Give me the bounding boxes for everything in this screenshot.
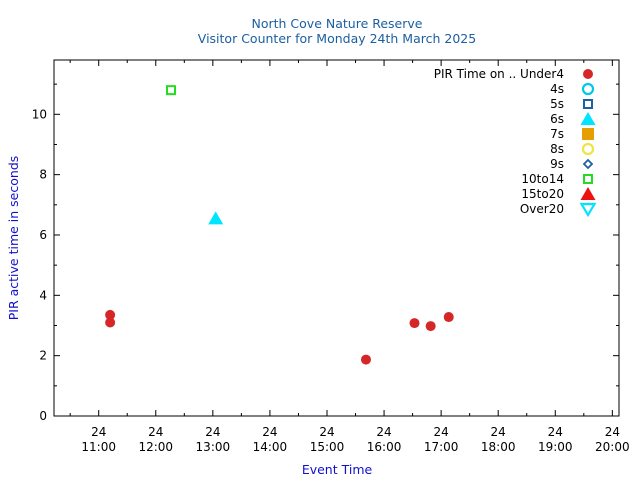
legend-marker (580, 112, 596, 125)
x-tick-day-label: 24 (605, 425, 620, 439)
legend-label: 5s (550, 97, 564, 111)
data-point (105, 317, 116, 328)
x-tick-day-label: 24 (491, 425, 506, 439)
legend-marker (580, 187, 596, 200)
data-point (425, 321, 436, 332)
y-tick-label: 2 (39, 349, 47, 363)
x-tick-time-label: 19:00 (538, 440, 573, 454)
x-tick-time-label: 16:00 (367, 440, 402, 454)
data-point (208, 211, 224, 225)
legend-label: 8s (550, 142, 564, 156)
legend-marker (581, 82, 595, 96)
y-tick-label: 6 (39, 228, 47, 242)
data-point (105, 309, 116, 320)
legend-label: Over20 (520, 202, 564, 216)
x-tick-day-label: 24 (205, 425, 220, 439)
x-tick-time-label: 14:00 (253, 440, 288, 454)
y-axis: 0 2 4 6 8 10 (32, 83, 619, 423)
data-point (360, 354, 371, 365)
y-tick-label: 0 (39, 409, 47, 423)
legend-marker (583, 174, 593, 184)
y-tick-label: 10 (32, 107, 47, 121)
x-tick-day-label: 24 (376, 425, 391, 439)
x-axis-label: Event Time (302, 462, 373, 477)
y-tick-label: 4 (39, 288, 47, 302)
x-tick-day-label: 24 (91, 425, 106, 439)
x-tick-time-label: 15:00 (310, 440, 345, 454)
legend-label: 10to14 (521, 172, 564, 186)
x-tick-day-label: 24 (262, 425, 277, 439)
legend-label: PIR Time on .. Under4 (434, 67, 564, 81)
legend-label: 4s (550, 82, 564, 96)
y-tick-label: 8 (39, 168, 47, 182)
chart-subtitle: Visitor Counter for Monday 24th March 20… (198, 31, 476, 46)
legend-marker (582, 158, 594, 170)
plot-area-border (53, 59, 620, 417)
legend-marker (582, 128, 594, 140)
legend-label: 15to20 (521, 187, 564, 201)
x-tick-time-label: 18:00 (481, 440, 516, 454)
legend-marker (583, 69, 593, 79)
y-axis-label: PIR active time in seconds (6, 156, 21, 321)
legend: PIR Time on .. Under44s5s6s7s8s9s10to141… (434, 67, 597, 218)
legend-label: 6s (550, 112, 564, 126)
x-tick-time-label: 11:00 (81, 440, 116, 454)
x-tick-day-label: 24 (148, 425, 163, 439)
data-point (165, 85, 176, 96)
data-points (105, 85, 454, 365)
x-tick-time-label: 17:00 (424, 440, 459, 454)
x-tick-time-label: 20:00 (595, 440, 630, 454)
x-tick-day-label: 24 (433, 425, 448, 439)
data-point (409, 318, 420, 329)
legend-marker (583, 99, 593, 109)
data-point (443, 312, 454, 323)
x-tick-time-label: 12:00 (138, 440, 173, 454)
legend-marker (579, 202, 597, 218)
legend-label: 7s (550, 127, 564, 141)
x-tick-day-label: 24 (548, 425, 563, 439)
x-axis: 2411:002412:002413:002414:002415:002416:… (69, 60, 630, 454)
legend-label: 9s (550, 157, 564, 171)
legend-marker (581, 142, 595, 156)
x-tick-time-label: 13:00 (196, 440, 231, 454)
chart-title: North Cove Nature Reserve (252, 16, 423, 31)
x-tick-day-label: 24 (319, 425, 334, 439)
